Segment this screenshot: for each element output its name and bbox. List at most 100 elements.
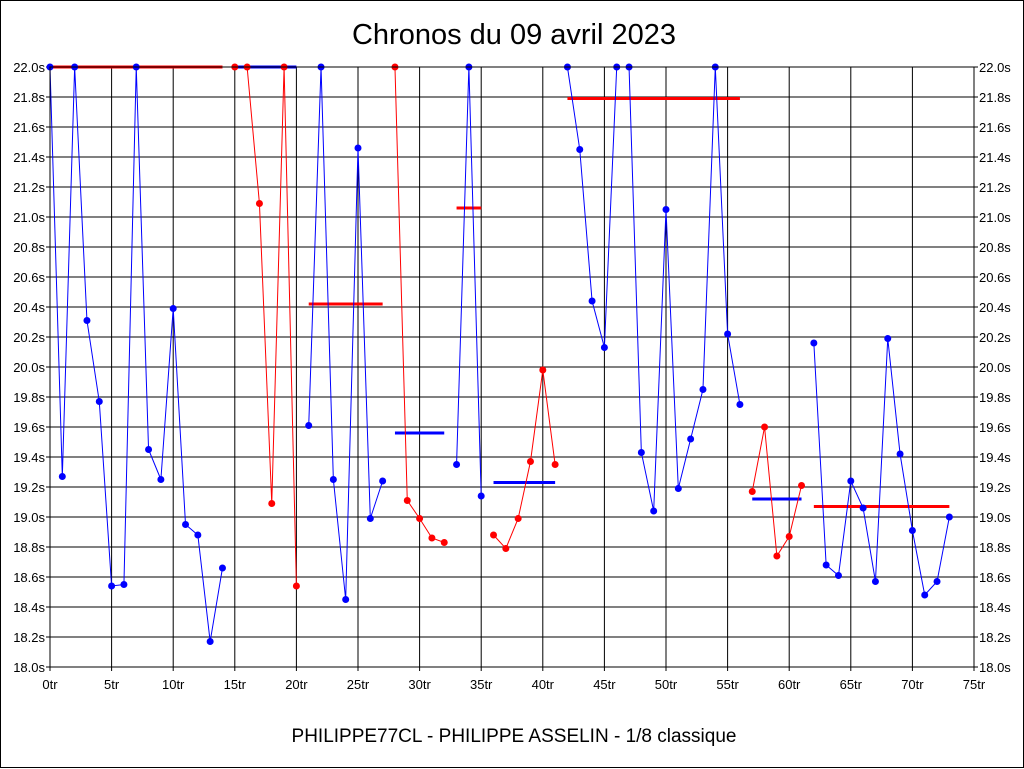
y-tick-label: 18.8s	[979, 540, 1011, 555]
y-tick-label: 22.0s	[13, 60, 45, 75]
y-tick-label: 20.6s	[979, 270, 1011, 285]
data-point	[761, 423, 769, 431]
data-point	[600, 344, 608, 351]
data-point	[157, 476, 165, 483]
x-tick-label: 5tr	[104, 677, 120, 692]
y-tick-label: 21.4s	[13, 150, 45, 165]
series-segment	[490, 366, 559, 552]
average-lines	[50, 65, 950, 508]
data-point	[255, 200, 263, 207]
y-tick-label: 19.6s	[979, 420, 1011, 435]
data-point	[748, 488, 756, 495]
x-tick-label: 35tr	[470, 677, 493, 692]
series-line	[49, 66, 223, 642]
y-tick-label: 22.0s	[979, 60, 1011, 75]
x-tick-label: 60tr	[778, 677, 801, 692]
y-tick-label: 18.8s	[13, 540, 45, 555]
data-point	[329, 476, 337, 483]
data-point	[945, 513, 953, 521]
y-tick-label: 18.0s	[13, 660, 45, 675]
series-segment	[391, 63, 448, 546]
y-tick-label: 18.2s	[979, 630, 1011, 645]
series-segment	[305, 63, 387, 603]
data-point	[169, 305, 177, 312]
data-point	[305, 422, 313, 429]
series-segment	[231, 63, 300, 590]
data-point	[674, 485, 682, 492]
data-point	[194, 531, 202, 539]
data-point	[490, 531, 498, 539]
data-point	[58, 473, 66, 480]
data-point	[773, 552, 781, 560]
series-line	[234, 66, 297, 587]
data-point	[182, 521, 190, 528]
data-point	[218, 564, 226, 572]
series-line	[566, 66, 741, 512]
y-tick-label: 18.6s	[979, 570, 1011, 585]
data-point	[268, 500, 276, 507]
y-tick-label: 21.2s	[13, 180, 45, 195]
y-tick-label: 18.6s	[13, 570, 45, 585]
data-point	[477, 492, 485, 500]
data-point	[798, 482, 806, 489]
data-point	[539, 366, 547, 374]
y-tick-label: 20.2s	[13, 330, 45, 345]
y-tick-label: 20.4s	[979, 300, 1011, 315]
x-tick-label: 65tr	[840, 677, 863, 692]
x-tick-label: 15tr	[224, 677, 247, 692]
x-axis: 0tr 5tr 10tr 15tr 20tr 25tr 30tr 35tr 40tr 45tr 50…	[42, 667, 986, 692]
data-point	[526, 458, 534, 465]
data-point	[366, 515, 374, 522]
data-point	[206, 638, 214, 645]
series-segment	[748, 423, 806, 560]
data-point	[859, 504, 867, 512]
data-point	[699, 386, 707, 393]
x-tick-label: 0tr	[42, 677, 58, 692]
y-tick-label: 21.2s	[979, 180, 1011, 195]
y-tick-label: 20.0s	[979, 360, 1011, 375]
y-tick-label: 18.4s	[979, 600, 1011, 615]
y-tick-label: 19.0s	[13, 510, 45, 525]
y-axis-left: 18.0s 18.2s 18.4s 18.6s 18.8s 19.0s 19.2s 19.4s…	[13, 60, 50, 675]
series-segment	[563, 63, 744, 515]
y-axis-right: 18.0s 18.2s 18.4s 18.6s 18.8s 19.0s 19.2s 19.4s…	[974, 60, 1011, 675]
series-line	[456, 66, 482, 497]
data-point	[95, 398, 103, 405]
data-point	[502, 545, 510, 552]
data-point	[847, 477, 855, 485]
data-point	[834, 572, 842, 579]
data-point	[822, 561, 830, 569]
data-point	[933, 578, 941, 585]
y-tick-label: 18.0s	[979, 660, 1011, 675]
y-tick-label: 19.4s	[13, 450, 45, 465]
data-point	[687, 435, 695, 443]
data-point	[736, 401, 744, 408]
data-point	[871, 578, 879, 585]
y-tick-label: 20.8s	[13, 240, 45, 255]
series-segment	[453, 63, 485, 500]
data-point	[440, 539, 448, 546]
y-tick-label: 20.4s	[13, 300, 45, 315]
series-segment	[46, 63, 226, 645]
series-group	[46, 63, 953, 645]
y-tick-label: 20.8s	[979, 240, 1011, 255]
data-point	[292, 582, 300, 590]
x-tick-label: 30tr	[408, 677, 431, 692]
data-point	[908, 527, 916, 534]
y-tick-label: 21.4s	[979, 150, 1011, 165]
y-tick-label: 18.2s	[13, 630, 45, 645]
data-point	[884, 335, 892, 342]
data-point	[650, 507, 658, 515]
data-point	[379, 477, 387, 485]
data-point	[637, 449, 645, 456]
y-tick-label: 19.8s	[979, 390, 1011, 405]
data-point	[724, 330, 732, 338]
y-tick-label: 19.6s	[13, 420, 45, 435]
y-tick-label: 20.2s	[979, 330, 1011, 345]
chart-footer: PHILIPPE77CL - PHILIPPE ASSELIN - 1/8 cl…	[292, 726, 737, 747]
x-tick-label: 50tr	[655, 677, 678, 692]
x-tick-label: 75tr	[963, 677, 986, 692]
x-tick-label: 55tr	[716, 677, 739, 692]
